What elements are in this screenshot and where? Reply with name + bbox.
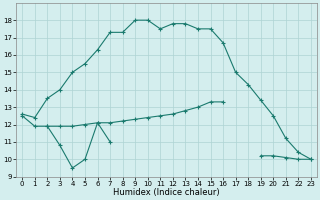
X-axis label: Humidex (Indice chaleur): Humidex (Indice chaleur) xyxy=(113,188,220,197)
